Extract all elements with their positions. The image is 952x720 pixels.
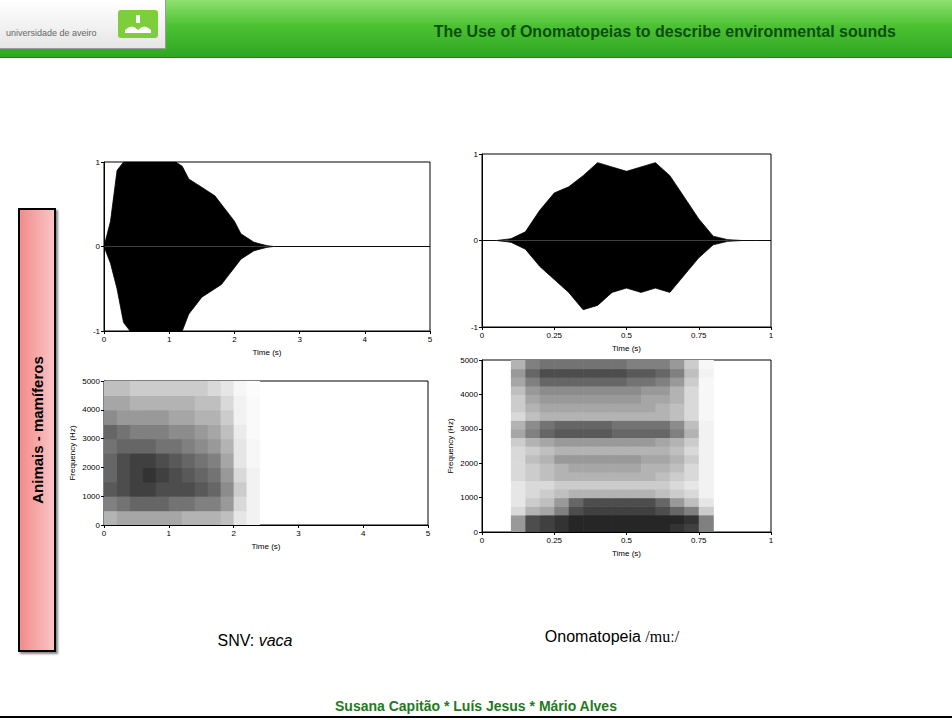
svg-text:0.25: 0.25 xyxy=(546,536,562,545)
svg-text:Time (s): Time (s) xyxy=(612,344,641,353)
svg-text:3: 3 xyxy=(296,529,301,538)
html-text:Animais - mamíferos: Animais - mamíferos xyxy=(28,356,46,504)
svg-text:1: 1 xyxy=(167,335,172,344)
svg-text:4: 4 xyxy=(361,529,366,538)
svg-text:3000: 3000 xyxy=(460,424,478,433)
svg-text:1: 1 xyxy=(167,529,172,538)
svg-text:-1: -1 xyxy=(471,323,479,332)
svg-text:4000: 4000 xyxy=(460,390,478,399)
svg-text:0.75: 0.75 xyxy=(691,331,707,340)
svg-text:5: 5 xyxy=(428,335,433,344)
svg-text:Time (s): Time (s) xyxy=(612,549,641,558)
svg-text:3: 3 xyxy=(297,335,302,344)
html-text:universidade de aveiro: universidade de aveiro xyxy=(6,28,97,38)
svg-text:Frequency (Hz): Frequency (Hz) xyxy=(68,425,77,480)
svg-text:1: 1 xyxy=(474,150,479,159)
svg-text:0.5: 0.5 xyxy=(621,331,633,340)
svg-text:0: 0 xyxy=(480,331,485,340)
svg-text:2000: 2000 xyxy=(460,459,478,468)
svg-text:0: 0 xyxy=(474,528,479,537)
svg-text:5000: 5000 xyxy=(460,356,478,365)
svg-text:5: 5 xyxy=(426,529,431,538)
svg-text:4000: 4000 xyxy=(82,405,100,414)
svg-text:0.25: 0.25 xyxy=(546,331,562,340)
svg-text:0: 0 xyxy=(102,529,107,538)
svg-text:2000: 2000 xyxy=(82,463,100,472)
svg-text:4: 4 xyxy=(363,335,368,344)
svg-text:1000: 1000 xyxy=(82,492,100,501)
svg-text:2: 2 xyxy=(231,529,236,538)
svg-text:0: 0 xyxy=(474,236,479,245)
html-text:The Use of Onomatopeias to des: The Use of Onomatopeias to describe envi… xyxy=(433,23,896,40)
svg-text:0: 0 xyxy=(480,536,485,545)
svg-text:-1: -1 xyxy=(93,327,101,336)
svg-text:0: 0 xyxy=(102,335,107,344)
svg-text:1: 1 xyxy=(769,331,774,340)
svg-text:0: 0 xyxy=(96,521,101,530)
svg-text:0.75: 0.75 xyxy=(691,536,707,545)
html-text:SNV: vaca: SNV: vaca xyxy=(217,632,293,649)
html-text:Onomatopeia /muː/: Onomatopeia /muː/ xyxy=(544,628,680,645)
svg-text:3000: 3000 xyxy=(82,434,100,443)
svg-text:1000: 1000 xyxy=(460,493,478,502)
svg-text:0: 0 xyxy=(96,242,101,251)
svg-text:0.5: 0.5 xyxy=(621,536,633,545)
svg-text:1: 1 xyxy=(769,536,774,545)
html-text:Susana Capitão * Luís Jesus *: Susana Capitão * Luís Jesus * Mário Alve… xyxy=(335,698,617,714)
svg-text:Time (s): Time (s) xyxy=(251,542,280,551)
svg-text:5000: 5000 xyxy=(82,377,100,386)
svg-text:Frequency (Hz): Frequency (Hz) xyxy=(446,418,455,473)
svg-text:Time (s): Time (s) xyxy=(252,348,281,357)
svg-text:1: 1 xyxy=(96,158,101,167)
svg-text:2: 2 xyxy=(232,335,237,344)
